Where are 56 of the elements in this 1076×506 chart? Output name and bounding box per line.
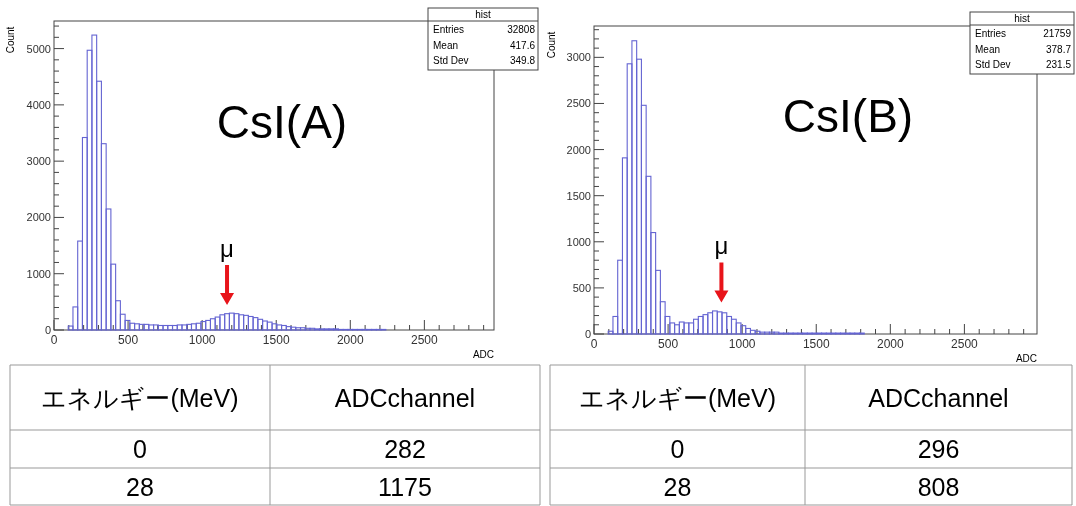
text: 296: [917, 435, 960, 463]
text: 0: [133, 435, 147, 463]
x-tick-label: 500: [118, 333, 139, 347]
text: ADCchannel: [334, 383, 476, 412]
y-tick-label: 2500: [566, 97, 591, 110]
annotation: CsI(A): [216, 96, 348, 148]
y-tick-label: 1000: [26, 267, 51, 280]
text: エネルギー(MeV): [578, 383, 777, 412]
text: 417.6: [509, 39, 536, 51]
annotation: μ: [220, 235, 234, 263]
annotation: Std Dev: [975, 59, 1011, 70]
x-tick-label: 2500: [951, 337, 979, 351]
x-axis-title: ADC: [1015, 353, 1037, 364]
y-tick-label: 3000: [566, 51, 591, 64]
y-tick-label: 4000: [26, 98, 51, 111]
x-tick-label: 2500: [411, 333, 439, 347]
annotation: CsI(B): [782, 90, 914, 142]
x-tick-label: 2000: [336, 333, 364, 347]
y-axis-title: Count: [5, 26, 16, 54]
y-tick-label: 2000: [566, 143, 591, 156]
annotation: Std Dev: [433, 55, 469, 66]
text: 231.5: [1045, 59, 1072, 70]
text: 349.8: [509, 55, 536, 66]
text: 28: [126, 472, 154, 501]
y-tick-label: 3000: [26, 155, 51, 168]
y-tick-label: 5000: [26, 42, 51, 55]
y-tick-label: 0: [44, 324, 51, 336]
text: 28: [663, 472, 692, 501]
y-tick-label: 2000: [26, 211, 51, 224]
text: 282: [384, 435, 426, 463]
text: 378.7: [1045, 43, 1072, 55]
x-tick-label: 2000: [876, 337, 904, 351]
text: 808: [917, 472, 960, 501]
x-tick-label: 1000: [728, 337, 756, 351]
annotation: Mean: [433, 39, 459, 51]
annotation: Entries: [975, 28, 1007, 39]
x-tick-label: 1000: [188, 333, 216, 347]
annotation: μ: [714, 232, 729, 260]
y-tick-label: 1000: [566, 235, 591, 248]
x-tick-label: 1500: [262, 333, 290, 347]
x-tick-label: 1500: [802, 337, 830, 351]
y-tick-label: 1500: [566, 189, 591, 202]
x-tick-label: 500: [658, 337, 679, 351]
text: hist: [1014, 13, 1030, 24]
annotation: Entries: [433, 24, 465, 35]
y-axis-title: Count: [546, 31, 557, 59]
text: エネルギー(MeV): [41, 383, 239, 412]
text: 1175: [378, 472, 432, 501]
text: ADCchannel: [868, 383, 1009, 412]
text: 21759: [1043, 28, 1072, 39]
text: hist: [475, 9, 491, 20]
y-tick-label: 500: [572, 281, 591, 294]
text: 32808: [507, 24, 536, 35]
annotation: Mean: [975, 43, 1001, 55]
x-axis-title: ADC: [472, 349, 494, 360]
text: 0: [670, 435, 685, 463]
